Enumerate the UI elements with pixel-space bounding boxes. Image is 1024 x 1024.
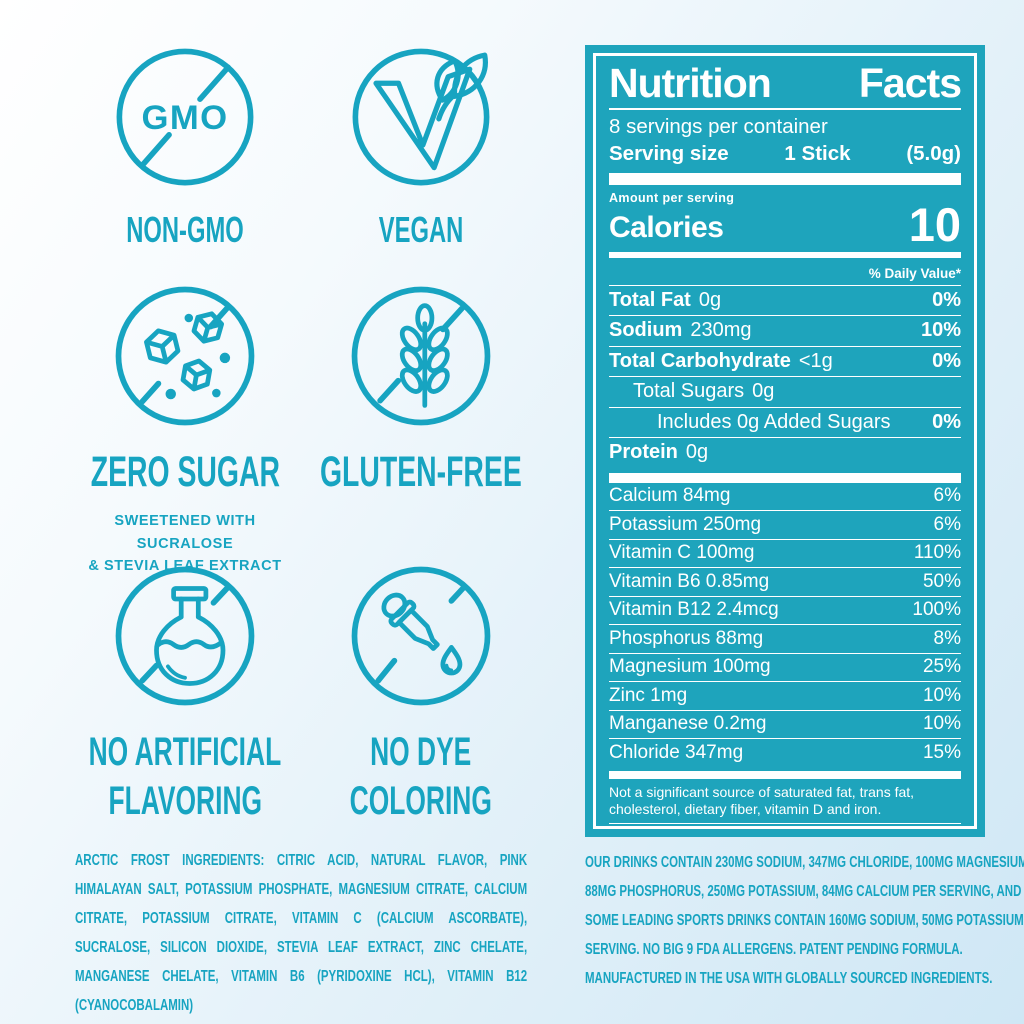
badge-gluten-free: GLUTEN-FREE xyxy=(305,280,537,498)
nutrient-row-vitamin-b6: Vitamin B6 0.85mg 50% xyxy=(609,567,961,596)
calories-row: Calories 10 xyxy=(609,198,961,252)
ingredients-body: CITRIC ACID, NATURAL FLAVOR, PINK HIMALA… xyxy=(75,852,528,1014)
nutrient-row-potassium: Potassium 250mg 6% xyxy=(609,510,961,539)
badge-label-gluten-free: GLUTEN-FREE xyxy=(320,448,522,496)
badge-no-dye-coloring: NO DYE COLORING xyxy=(305,560,537,826)
badge-vegan: VEGAN xyxy=(305,42,537,252)
wheat-crossed-icon xyxy=(351,286,491,426)
nutrient-row-protein: Protein 0g xyxy=(609,437,961,468)
comparison-notes-section: OUR DRINKS CONTAIN 230MG SODIUM, 347MG C… xyxy=(585,848,1024,993)
ingredients-lead: ARCTIC FROST INGREDIENTS: xyxy=(75,852,265,869)
nutrient-row-calcium: Calcium 84mg 6% xyxy=(609,485,961,507)
nutrient-row-total-carbohydrate: Total Carbohydrate <1g 0% xyxy=(609,345,961,377)
nutrient-row-added-sugars: Includes 0g Added Sugars 0% xyxy=(609,406,961,438)
comparison-line-3: SOME LEADING SPORTS DRINKS CONTAIN 160MG… xyxy=(585,912,1024,929)
nutrient-row-sodium: Sodium 230mg 10% xyxy=(609,315,961,346)
serving-size-value: 1 Stick xyxy=(784,142,851,166)
nutrient-row-total-fat: Total Fat 0g 0% xyxy=(609,284,961,316)
badge-zero-sugar: ZERO SUGAR SWEETENED WITH SUCRALOSE & ST… xyxy=(69,280,301,578)
nutrition-facts-panel: Nutrition Facts 8 servings per container… xyxy=(585,45,985,837)
footnote-separator xyxy=(609,822,961,824)
comparison-line-5: MANUFACTURED IN THE USA WITH GLOBALLY SO… xyxy=(585,970,993,987)
comparison-notes: OUR DRINKS CONTAIN 230MG SODIUM, 347MG C… xyxy=(585,848,1024,993)
dropper-crossed-icon xyxy=(351,566,491,706)
daily-value-header: % Daily Value* xyxy=(868,265,961,281)
nutrient-row-zinc: Zinc 1mg 10% xyxy=(609,681,961,710)
badge-sub-zero-sugar: SWEETENED WITH SUCRALOSE & STEVIA LEAF E… xyxy=(69,510,301,577)
sugar-cubes-crossed-icon xyxy=(115,286,255,426)
comparison-line-2: 88MG PHOSPHORUS, 250MG POTASSIUM, 84MG C… xyxy=(585,883,1022,900)
vegan-leaf-icon xyxy=(352,48,490,186)
serving-size-weight: (5.0g) xyxy=(906,142,961,166)
badge-label-vegan: VEGAN xyxy=(378,209,464,250)
sugar-dots xyxy=(165,313,231,400)
title-word-1: Nutrition xyxy=(609,60,772,106)
badge-no-artificial-flavoring: NO ARTIFICIAL FLAVORING xyxy=(69,560,301,826)
badge-label-zero-sugar: ZERO SUGAR xyxy=(90,448,280,496)
nutrient-row-magnesium: Magnesium 100mg 25% xyxy=(609,652,961,682)
nutrient-row-total-sugars: Total Sugars 0g xyxy=(609,376,961,407)
calories-value: 10 xyxy=(908,198,961,252)
not-significant-note: Not a significant source of saturated fa… xyxy=(609,783,915,817)
calories-label: Calories xyxy=(609,210,724,244)
serving-size-row: Serving size 1 Stick (5.0g) xyxy=(609,142,961,166)
panel-title: Nutrition Facts xyxy=(609,60,962,111)
flask-crossed-icon xyxy=(115,566,255,706)
ingredients-paragraph: ARCTIC FROST INGREDIENTS: CITRIC ACID, N… xyxy=(75,846,527,1020)
title-word-2: Facts xyxy=(858,60,962,106)
sub-line-2: & STEVIA LEAF EXTRACT xyxy=(88,558,282,575)
divider-thick-3 xyxy=(609,770,961,779)
servings-per-container: 8 servings per container xyxy=(609,115,828,139)
comparison-line-1: OUR DRINKS CONTAIN 230MG SODIUM, 347MG C… xyxy=(585,854,1024,871)
comparison-line-4: SERVING. NO BIG 9 FDA ALLERGENS. PATENT … xyxy=(585,941,963,958)
nutrient-row-manganese: Manganese 0.2mg 10% xyxy=(609,709,961,739)
serving-size-label: Serving size xyxy=(609,142,729,166)
gmo-icon-text: GMO xyxy=(141,99,228,137)
nutrition-facts-inner: Nutrition Facts 8 servings per container… xyxy=(593,53,977,829)
divider-thick-2 xyxy=(609,472,961,483)
nutrient-row-chloride: Chloride 347mg 15% xyxy=(609,738,961,767)
badge-label-no-dye-coloring: NO DYE COLORING xyxy=(349,730,493,823)
badge-label-non-gmo: NON-GMO xyxy=(126,209,244,250)
divider-medium xyxy=(609,251,961,258)
badge-label-no-artificial-flavoring: NO ARTIFICIAL FLAVORING xyxy=(88,730,282,823)
sub-line-1: SWEETENED WITH SUCRALOSE xyxy=(114,513,256,552)
nutrient-row-vitamin-c: Vitamin C 100mg 110% xyxy=(609,538,961,568)
ingredients-section: ARCTIC FROST INGREDIENTS: CITRIC ACID, N… xyxy=(75,846,527,1020)
nutrient-row-phosphorus: Phosphorus 88mg 8% xyxy=(609,624,961,653)
badge-non-gmo: GMO NON-GMO xyxy=(69,42,301,252)
amount-per-serving: Amount per serving xyxy=(609,191,735,206)
divider-thick xyxy=(609,173,961,186)
gmo-crossed-icon: GMO xyxy=(116,48,254,186)
nutrient-row-vitamin-b12: Vitamin B12 2.4mcg 100% xyxy=(609,595,961,625)
